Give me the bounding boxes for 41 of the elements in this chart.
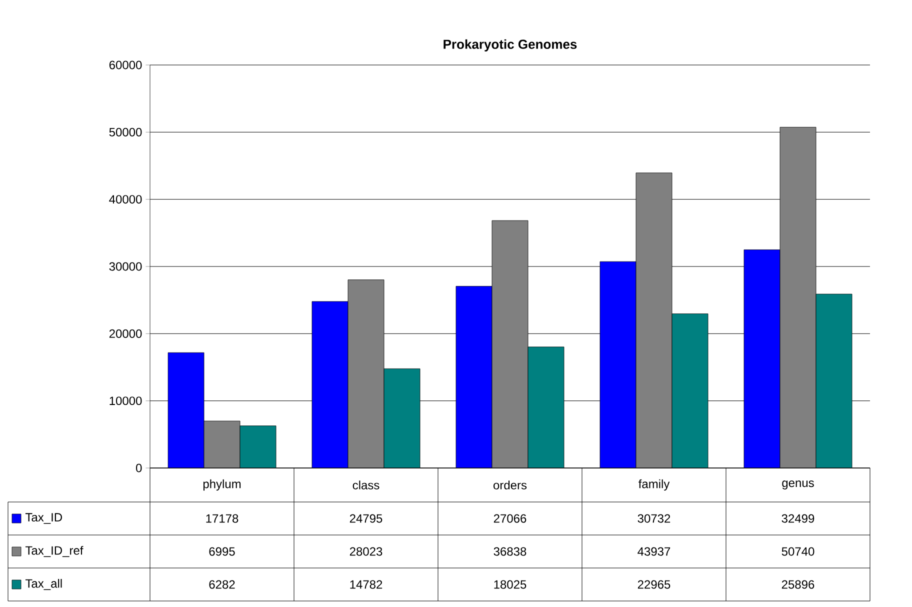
bar xyxy=(672,314,708,468)
data-label: 25896 xyxy=(782,580,814,589)
x-tick-label: orders xyxy=(494,480,527,490)
data-label: 17178 xyxy=(206,514,238,523)
bar xyxy=(204,420,240,468)
data-label: 22965 xyxy=(638,580,670,589)
legend-label: Tax_all xyxy=(25,578,62,590)
x-tick-label: genus xyxy=(782,480,814,490)
x-tick-label: family xyxy=(638,479,670,491)
bar xyxy=(816,294,852,468)
y-tick-label: 50000 xyxy=(109,128,142,136)
legend-label: Tax_ID xyxy=(25,513,62,524)
y-tick-label: 40000 xyxy=(109,195,142,204)
x-tick-label: phylum xyxy=(203,479,241,491)
y-tick-label: 20000 xyxy=(109,329,142,338)
data-label: 28023 xyxy=(350,547,382,556)
bar xyxy=(636,172,672,468)
data-label: 30732 xyxy=(638,514,670,523)
data-label: 14782 xyxy=(350,580,382,589)
bar xyxy=(384,368,420,468)
y-tick-label: 60000 xyxy=(109,60,142,70)
y-tick-label: 0 xyxy=(136,464,142,472)
data-label: 6282 xyxy=(209,580,235,589)
y-tick-label: 10000 xyxy=(110,396,142,406)
bar xyxy=(528,346,564,468)
data-label: 50740 xyxy=(782,547,814,556)
data-label: 27066 xyxy=(494,514,526,523)
data-label: 24795 xyxy=(350,514,382,523)
data-label: 36838 xyxy=(494,547,526,556)
data-label: 43937 xyxy=(638,547,670,556)
bar xyxy=(348,280,384,468)
data-label: 32499 xyxy=(782,514,814,523)
legend-label: Tax_ID_ref xyxy=(25,546,84,558)
bar xyxy=(780,126,816,468)
bar xyxy=(492,220,528,468)
bar xyxy=(240,426,276,468)
data-label: 18025 xyxy=(494,580,526,589)
chart-title: Prokaryotic Genomes xyxy=(444,39,577,52)
data-label: 6995 xyxy=(209,547,235,556)
x-tick-label: class xyxy=(352,480,380,490)
y-tick-label: 30000 xyxy=(109,262,142,271)
